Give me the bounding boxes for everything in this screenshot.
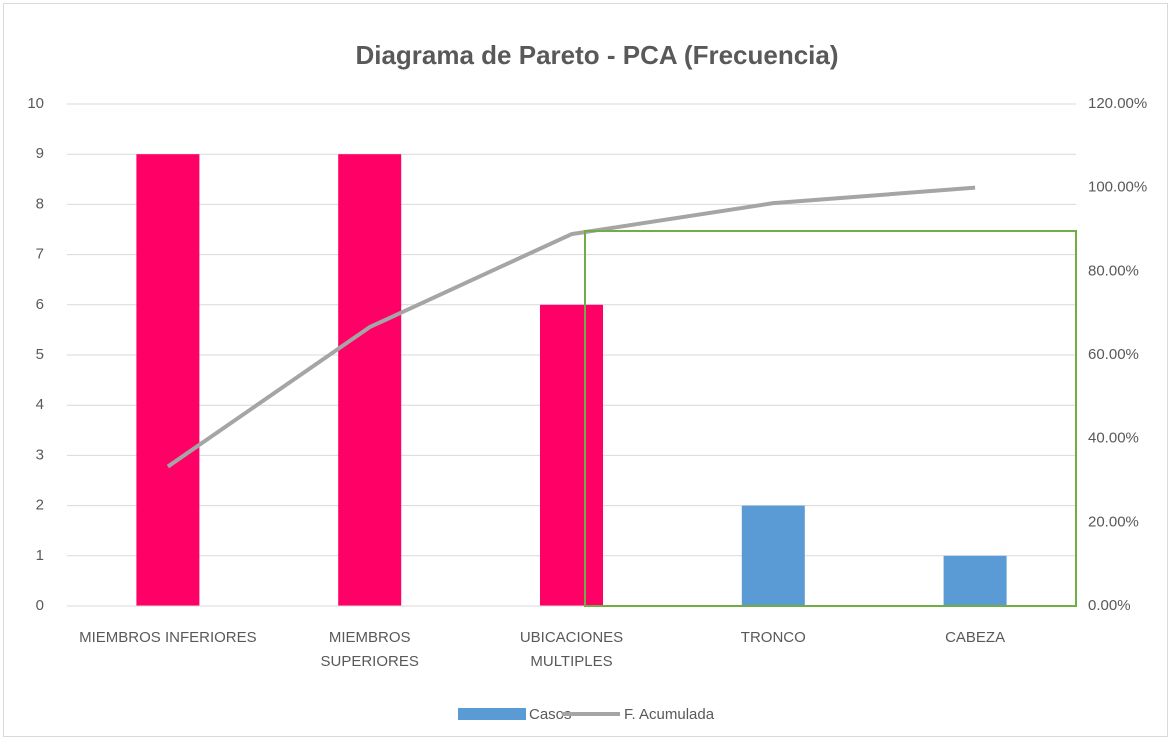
y2-tick-label: 20.00% — [1088, 513, 1139, 530]
line — [166, 185, 976, 469]
y2-tick-label: 80.00% — [1088, 262, 1139, 279]
x-tick-label: TRONCO — [740, 629, 806, 646]
bar — [136, 154, 200, 606]
legend-label: F. Acumulada — [624, 706, 715, 723]
legend-label: Casos — [529, 706, 572, 723]
y-tick-label: 1 — [36, 547, 44, 564]
y-tick-label: 5 — [36, 346, 44, 363]
y2-tick-label: 100.00% — [1088, 179, 1147, 196]
chart-title: Diagrama de Pareto - PCA (Frecuencia) — [355, 40, 838, 70]
bar — [338, 154, 402, 606]
y-tick-label: 4 — [36, 396, 44, 413]
x-tick-label: CABEZA — [945, 629, 1006, 646]
y2-tick-label: 0.00% — [1088, 597, 1131, 614]
bar — [943, 555, 1007, 606]
y2-tick-label: 40.00% — [1088, 430, 1139, 447]
y-tick-label: 7 — [36, 246, 44, 263]
y-tick-label: 9 — [36, 145, 44, 162]
y2-tick-label: 60.00% — [1088, 346, 1139, 363]
legend-swatch — [458, 708, 526, 720]
x-tick-label: MIEMBROS INFERIORES — [79, 629, 257, 646]
y-tick-label: 0 — [36, 597, 44, 614]
bar — [741, 505, 805, 606]
y2-tick-label: 120.00% — [1088, 95, 1147, 112]
x-tick-label: MIEMBROS SUPERIORES — [320, 629, 419, 670]
bar — [540, 304, 603, 606]
y-tick-label: 6 — [36, 296, 44, 313]
y-tick-label: 10 — [27, 95, 44, 112]
y-tick-label: 3 — [36, 446, 44, 463]
y-tick-label: 2 — [36, 497, 44, 514]
y-tick-label: 8 — [36, 195, 44, 212]
x-tick-label: UBICACIONES MULTIPLES — [519, 629, 624, 670]
highlight-box — [584, 230, 1077, 607]
